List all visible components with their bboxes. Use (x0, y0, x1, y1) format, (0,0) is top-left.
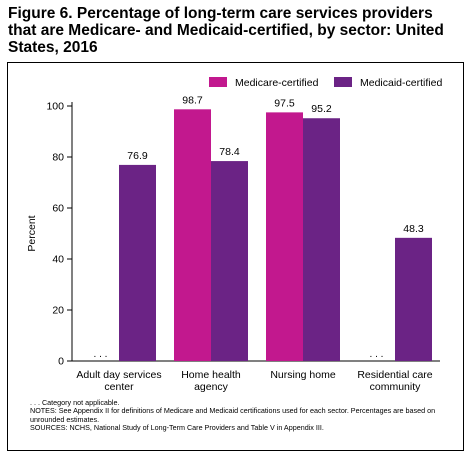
category-label: Home health (181, 369, 241, 381)
bar-value-label: 78.4 (219, 146, 240, 158)
bar-value-label: 98.7 (182, 94, 203, 106)
bar (174, 109, 211, 361)
bar (303, 118, 340, 362)
bar-value-label: 76.9 (127, 150, 148, 162)
legend-swatch (209, 77, 227, 87)
figure-title: Figure 6. Percentage of long-term care s… (8, 5, 444, 56)
y-tick-label: 60 (52, 203, 64, 215)
bar (395, 237, 432, 361)
bar (211, 161, 248, 361)
note-not-applicable: . . . Category not applicable. (30, 398, 120, 407)
category-label: Nursing home (270, 369, 336, 381)
bar-value-label: 95.2 (311, 103, 332, 115)
not-applicable-marker: . . . (94, 349, 108, 360)
note-sources: SOURCES: NCHS, National Study of Long-Te… (30, 423, 324, 433)
chart-frame (7, 62, 464, 451)
y-tick-label: 80 (52, 152, 64, 164)
category-label: Adult day services (76, 369, 161, 381)
y-axis-title: Percent (26, 215, 38, 251)
bar-value-label: 48.3 (403, 223, 424, 235)
bar-chart: 0 20 40 60 80 100 Percent . . . 76.9 Adult day se… (26, 77, 442, 393)
category-label: center (104, 381, 134, 393)
bar (266, 112, 303, 361)
category-label: agency (194, 381, 229, 393)
category-label: Residential care (357, 369, 432, 381)
note-definitions: NOTES: See Appendix II for definitions o… (30, 406, 436, 424)
legend-swatch (334, 77, 352, 87)
bar (119, 164, 156, 361)
bar-value-label: 97.5 (274, 97, 295, 109)
y-tick-label: 100 (46, 101, 64, 113)
figure-notes: . . . Category not applicable. NOTES: Se… (30, 398, 455, 433)
not-applicable-marker: . . . (370, 349, 384, 360)
y-tick-label: 20 (52, 305, 64, 317)
legend-label: Medicaid-certified (360, 77, 442, 89)
y-tick-label: 0 (58, 356, 64, 368)
y-tick-label: 40 (52, 254, 64, 266)
legend-label: Medicare-certified (235, 77, 319, 89)
category-label: community (370, 381, 422, 393)
